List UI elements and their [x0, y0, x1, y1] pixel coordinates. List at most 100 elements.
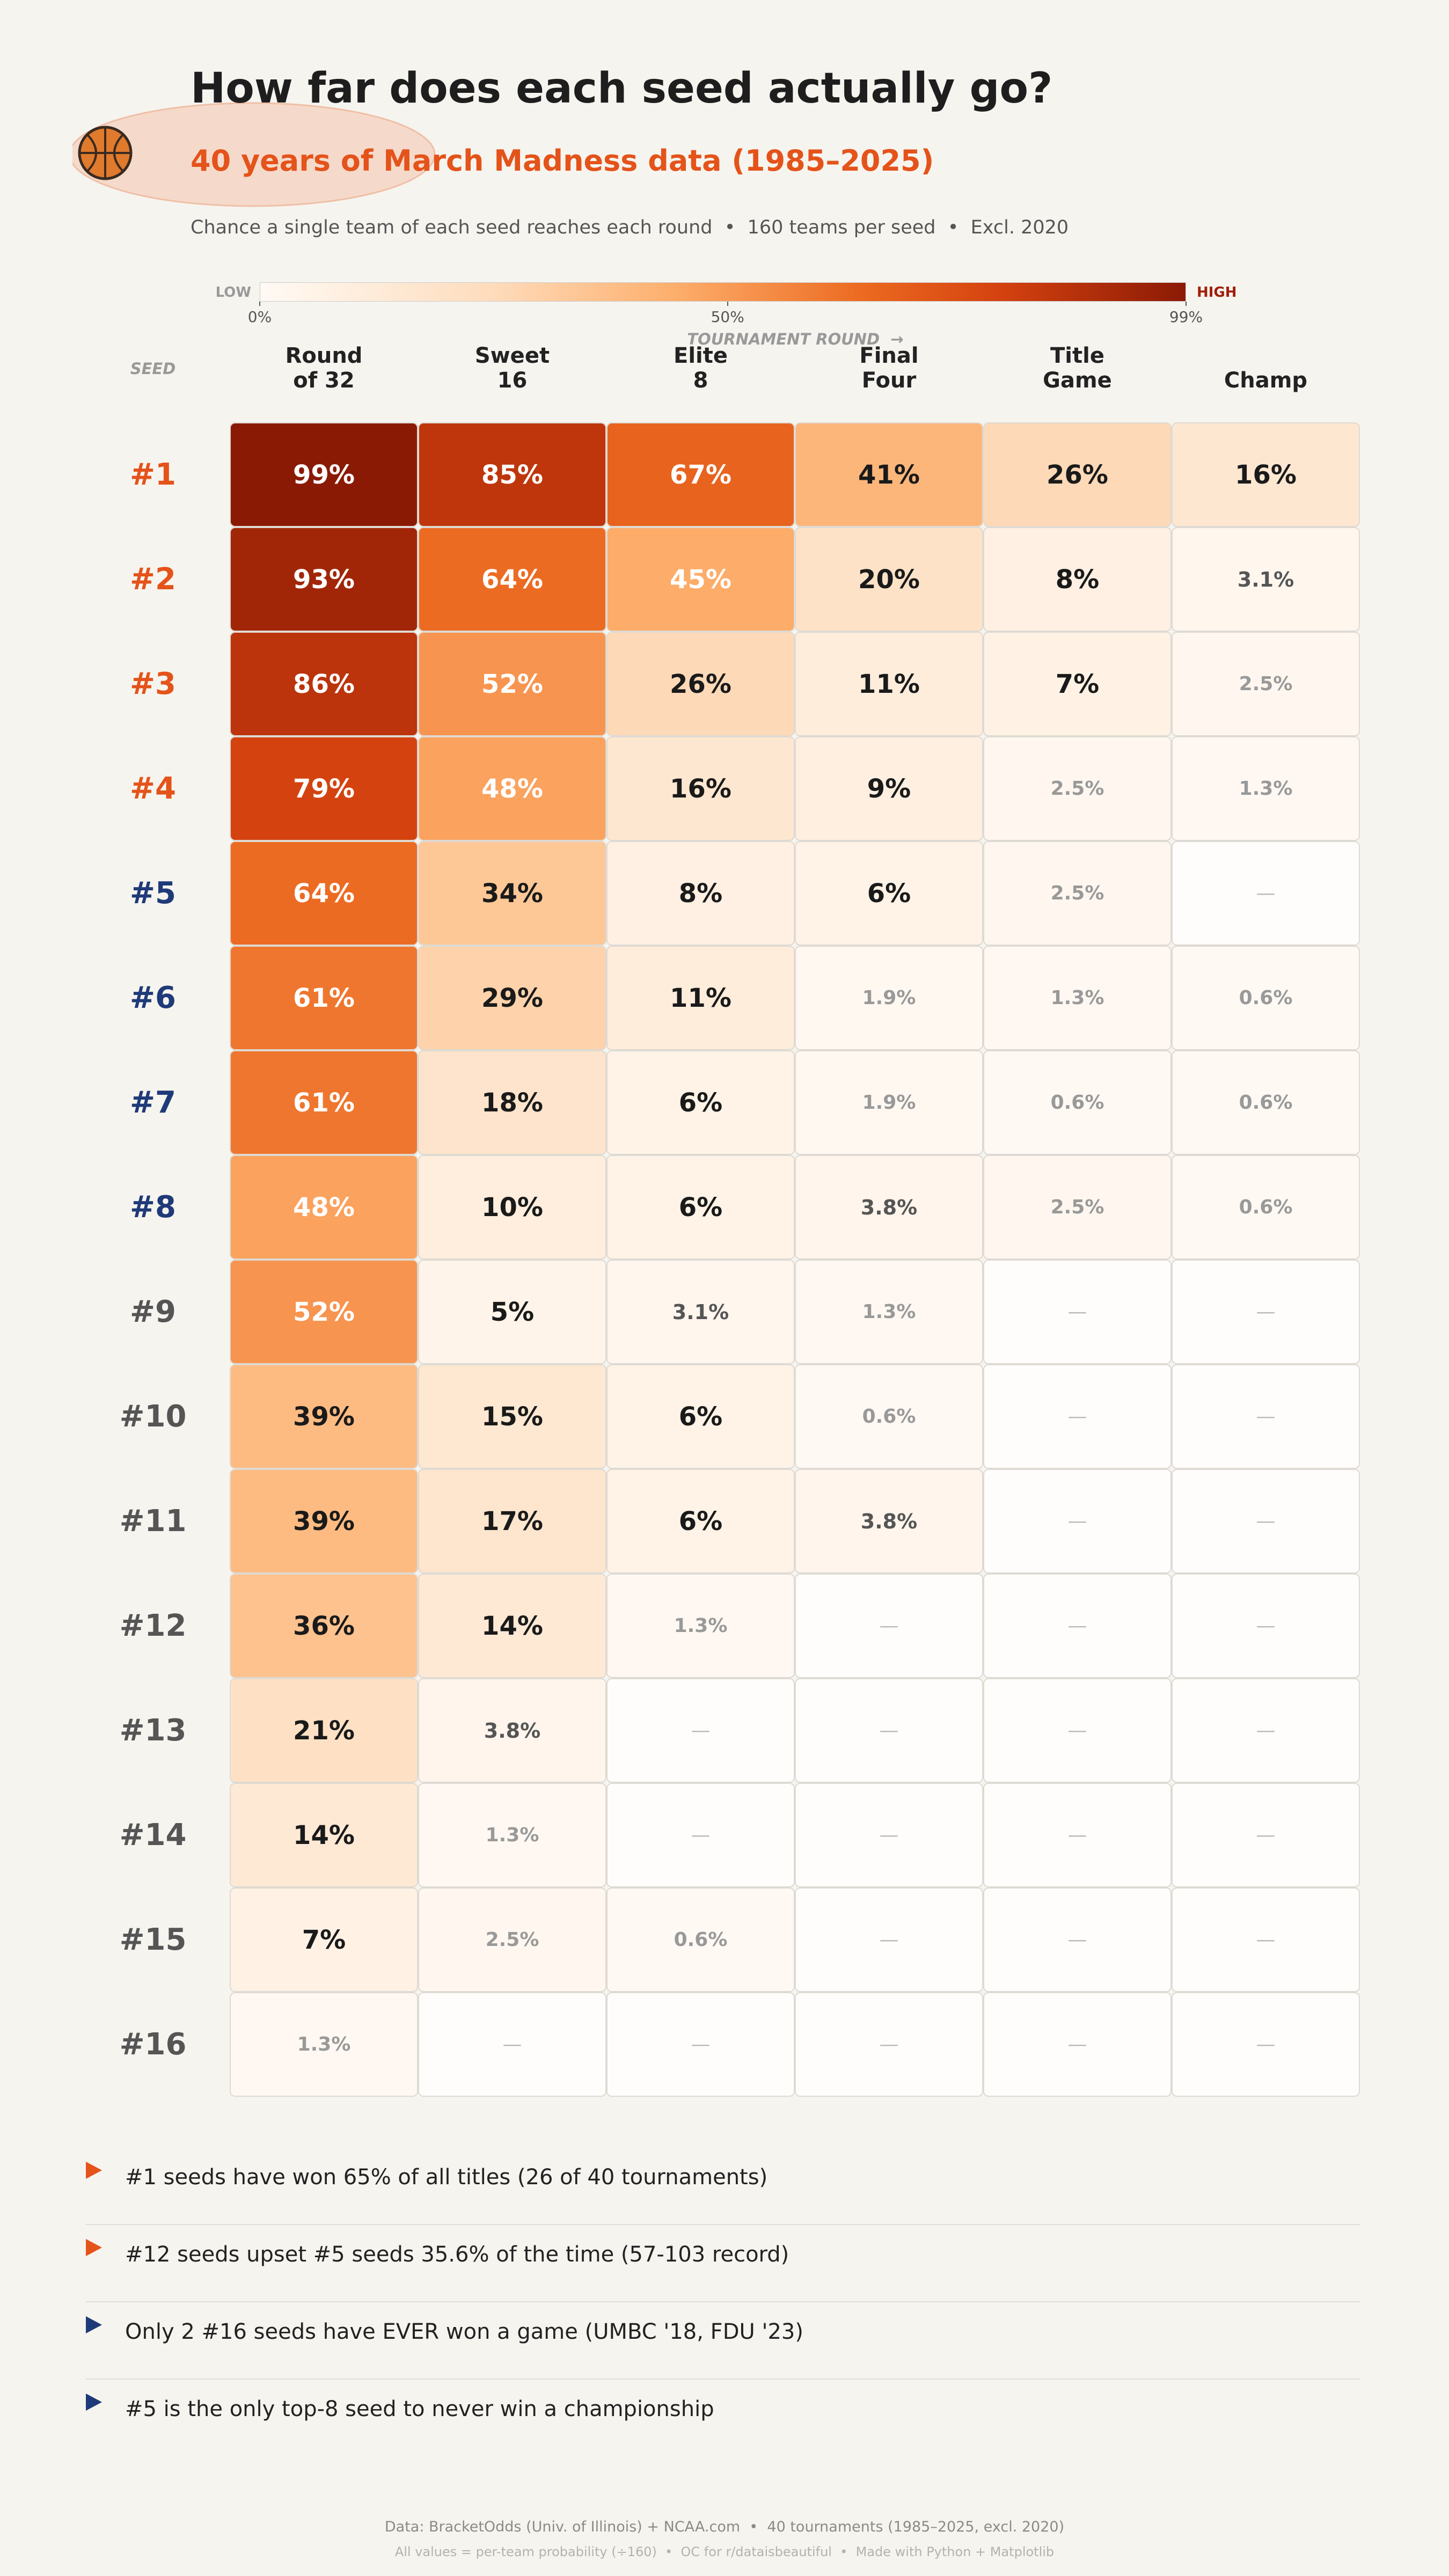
value-label: 45% [670, 564, 731, 595]
heatmap-cell: 52% [418, 632, 606, 736]
value-label: 1.3% [1050, 987, 1104, 1009]
chart-note: Chance a single team of each seed reache… [191, 217, 1069, 238]
value-label: 3.8% [484, 1718, 541, 1743]
colorbar-tick [259, 302, 260, 306]
heatmap-cell: — [1172, 841, 1360, 946]
heatmap-cell: 2.5% [983, 841, 1172, 946]
value-label: 3.8% [860, 1195, 918, 1219]
value-label: 64% [481, 564, 543, 595]
heatmap-cell: 85% [418, 422, 606, 527]
heatmap-cell: — [1172, 1574, 1360, 1678]
colorbar-tick [1185, 302, 1187, 306]
value-label: 1.9% [862, 987, 916, 1009]
heatmap-cell: 67% [606, 422, 795, 527]
value-label: 67% [670, 459, 731, 490]
value-label: 26% [1046, 459, 1108, 490]
value-label: 0.6% [862, 1406, 916, 1428]
heatmap-cell: — [1172, 1364, 1360, 1469]
heatmap-cell: 2.5% [983, 1155, 1172, 1260]
heatmap-cell: 1.3% [983, 946, 1172, 1050]
value-label: 6% [678, 1401, 723, 1432]
heatmap-cell: 8% [606, 841, 795, 946]
colorbar-tick-label: 50% [711, 308, 744, 326]
value-label: 48% [481, 773, 543, 804]
row-header: #14 [119, 1818, 187, 1853]
value-label: 7% [302, 1924, 346, 1955]
value-label: 11% [858, 669, 920, 699]
row-header: #16 [119, 2027, 187, 2062]
value-label: 11% [670, 983, 731, 1013]
value-label: 2.5% [1050, 778, 1104, 800]
colorbar-high-label: HIGH [1197, 284, 1237, 301]
value-label: 9% [867, 773, 911, 804]
heatmap-cell: 8% [983, 527, 1172, 632]
heatmap-cell: — [418, 1992, 606, 2097]
value-label: 8% [678, 878, 723, 909]
heatmap-cell: 0.6% [1172, 1155, 1360, 1260]
value-label: 85% [481, 459, 543, 490]
heatmap-cell: — [983, 1992, 1172, 2097]
value-label: 16% [670, 773, 731, 804]
value-label: 3.1% [1237, 567, 1294, 591]
value-label: 26% [670, 669, 731, 699]
heatmap-cell: 5% [418, 1260, 606, 1364]
value-label: — [879, 1929, 899, 1951]
value-label: 17% [481, 1506, 543, 1536]
value-label: — [1067, 1824, 1087, 1846]
heatmap-cell: 6% [606, 1050, 795, 1155]
heatmap-cell: 1.9% [795, 1050, 983, 1155]
value-label: 99% [293, 459, 355, 490]
value-label: 79% [293, 773, 355, 804]
heatmap-cell: — [983, 1469, 1172, 1574]
value-label: 5% [490, 1297, 535, 1327]
colorbar-tick-label: 0% [247, 308, 272, 326]
value-label: 39% [293, 1401, 355, 1432]
column-header: Final Four [859, 343, 919, 393]
value-label: — [691, 2033, 711, 2055]
value-label: 52% [293, 1297, 355, 1327]
value-label: — [502, 2033, 522, 2055]
row-header: #9 [130, 1294, 176, 1329]
footer: All values = per-team probability (÷160)… [394, 2544, 1055, 2559]
value-label: 52% [481, 669, 543, 699]
heatmap-cell: 39% [230, 1469, 418, 1574]
heatmap-cell: 1.3% [795, 1260, 983, 1364]
value-label: 6% [678, 1087, 723, 1118]
value-label: 2.5% [1050, 882, 1104, 904]
insight: Only 2 #16 seeds have EVER won a game (U… [125, 2319, 803, 2344]
heatmap-cell: 11% [606, 946, 795, 1050]
colorbar [260, 282, 1186, 302]
insight-marker [86, 2394, 102, 2411]
value-label: — [1067, 1301, 1087, 1323]
heatmap-cell: 61% [230, 1050, 418, 1155]
value-label: — [879, 1824, 899, 1846]
heatmap-cell: 39% [230, 1364, 418, 1469]
colorbar-tick [727, 302, 728, 306]
value-label: 15% [481, 1401, 543, 1432]
heatmap-cell: 3.1% [606, 1260, 795, 1364]
value-label: 16% [1235, 459, 1297, 490]
value-label: 39% [293, 1506, 355, 1536]
row-header: #11 [119, 1504, 187, 1539]
row-header: #12 [119, 1608, 187, 1643]
value-label: — [1067, 1510, 1087, 1532]
heatmap-cell: — [1172, 1260, 1360, 1364]
value-label: 1.3% [297, 2033, 351, 2055]
divider [86, 2379, 1360, 2380]
heatmap-cell: — [983, 1364, 1172, 1469]
value-label: — [879, 1615, 899, 1637]
heatmap-cell: — [983, 1783, 1172, 1887]
value-label: — [1067, 1929, 1087, 1951]
heatmap-cell: — [1172, 1469, 1360, 1574]
value-label: — [879, 1719, 899, 1741]
heatmap-cell: 1.3% [606, 1574, 795, 1678]
value-label: 3.8% [860, 1509, 918, 1533]
heatmap-cell: 6% [606, 1364, 795, 1469]
value-label: — [1256, 1719, 1276, 1741]
value-label: 0.6% [1050, 1092, 1104, 1114]
row-header: #1 [130, 457, 176, 492]
heatmap-cell: 7% [983, 632, 1172, 736]
heatmap-cell: 10% [418, 1155, 606, 1260]
value-label: — [691, 1824, 711, 1846]
insight-marker [86, 2162, 102, 2179]
